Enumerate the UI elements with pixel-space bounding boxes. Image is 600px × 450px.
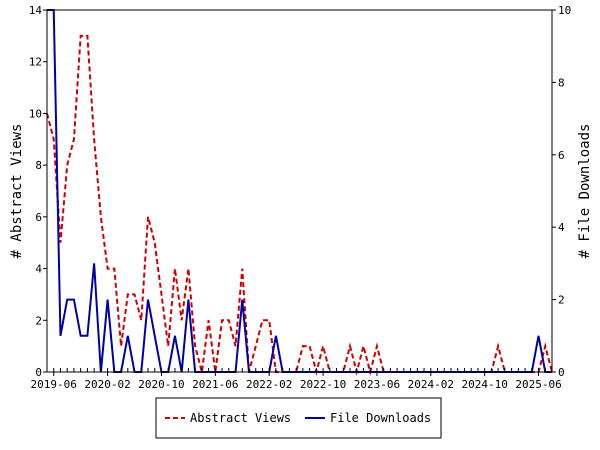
series-line-file-downloads: [47, 9, 552, 373]
left-tick-label: 8: [35, 159, 42, 172]
right-tick-label: 4: [558, 221, 565, 234]
x-tick-label: 2019-06: [31, 378, 77, 391]
left-tick-label: 4: [35, 263, 42, 276]
x-tick-label: 2024-02: [408, 378, 454, 391]
x-tick-label: 2020-10: [138, 378, 184, 391]
legend-box: [155, 397, 442, 439]
x-tick-label: 2023-06: [354, 378, 400, 391]
plot-area: [46, 9, 553, 376]
x-tick-label: 2022-10: [300, 378, 346, 391]
legend-label-abstract-views: Abstract Views: [190, 411, 291, 425]
legend-label-file-downloads: File Downloads: [330, 411, 431, 425]
x-tick-label: 2022-02: [246, 378, 292, 391]
axes: 0 2 4 6 8 10 12 14 0 2 4 6 8 10 2019-06 2020-02 2020-10 2…: [29, 4, 572, 391]
right-tick-label: 0: [558, 366, 565, 379]
x-tick-label: 2020-02: [84, 378, 130, 391]
right-tick-label: 6: [558, 149, 565, 162]
legend: Abstract Views File Downloads: [155, 397, 442, 439]
x-tick-label: 2021-06: [192, 378, 238, 391]
plot-frame: [46, 9, 553, 373]
left-tick-label: 6: [35, 211, 42, 224]
left-tick-label: 10: [29, 107, 42, 120]
right-tick-label: 2: [558, 294, 565, 307]
right-tick-label: 8: [558, 76, 565, 89]
left-tick-label: 2: [35, 314, 42, 327]
left-tick-label: 12: [29, 56, 42, 69]
left-tick-label: 0: [35, 366, 42, 379]
left-tick-label: 14: [29, 4, 43, 17]
x-tick-label: 2025-06: [515, 378, 561, 391]
series-line-abstract-views: [46, 34, 553, 376]
right-axis-title: # File Downloads: [577, 124, 593, 259]
right-tick-label: 10: [558, 4, 571, 17]
x-tick-label: 2024-10: [461, 378, 507, 391]
left-axis-title: # Abstract Views: [9, 124, 25, 259]
